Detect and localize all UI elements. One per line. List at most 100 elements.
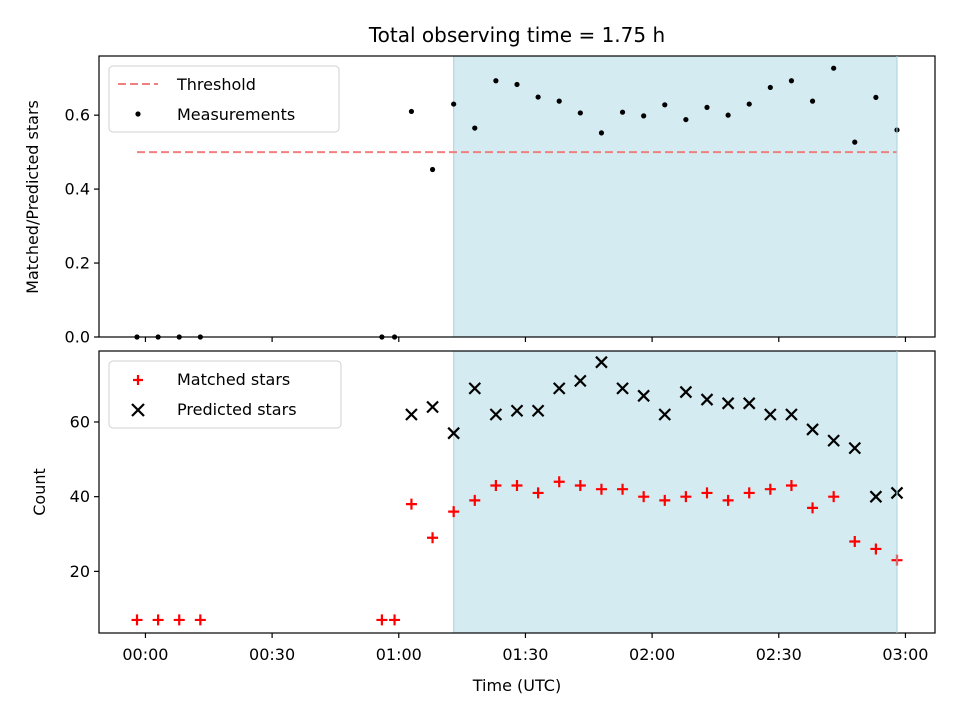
predicted-star-point [574, 374, 587, 388]
measurement-point [809, 98, 816, 104]
predicted-star-point [679, 385, 693, 399]
predicted-star-point [658, 408, 672, 421]
matched-legend-label: Matched stars [177, 370, 290, 389]
predicted-star-point [806, 423, 819, 436]
chart-title: Total observing time = 1.75 h [368, 23, 665, 47]
top-y-tick-label: 0.0 [65, 328, 90, 347]
measurement-point [451, 101, 457, 107]
bottom-panel: 20 40 60 00:00 00:30 01:00 01:30 02:00 02:30 03:… [30, 350, 936, 695]
x-tick-label: 01:00 [376, 645, 422, 664]
matched-star-point [389, 614, 401, 626]
measurement-point [472, 125, 478, 131]
predicted-star-point [848, 441, 862, 455]
matched-star-point [511, 479, 523, 491]
predicted-star-point [552, 382, 566, 395]
matched-star-point [701, 487, 713, 499]
top-y-tick-label: 0.6 [65, 106, 90, 125]
predicted-star-point [616, 382, 629, 395]
measurement-point [598, 130, 605, 136]
bottom-y-tick-label: 60 [70, 412, 90, 431]
predicted-star-point [510, 404, 524, 418]
matched-star-point [849, 535, 861, 547]
top-y-tick-label: 0.2 [65, 254, 90, 273]
measurement-point [577, 110, 583, 116]
measurement-point [493, 78, 499, 84]
predicted-star-point [869, 490, 883, 503]
x-tick-label: 03:00 [882, 645, 928, 664]
predicted-star-point [764, 408, 777, 421]
top-legend: Threshold Measurements [108, 65, 340, 133]
matched-star-point [469, 494, 481, 506]
predicted-legend-swatch [131, 403, 145, 417]
matched-legend-swatch [133, 375, 143, 385]
top-panel: 0.0 0.2 0.4 0.6 Matched/Predicted stars Thr… [23, 55, 936, 347]
measurement-point [429, 166, 436, 173]
matched-star-point [659, 494, 671, 506]
predicted-star-point [489, 408, 503, 421]
measurement-point [683, 116, 689, 123]
predicted-star-point [785, 408, 798, 421]
predicted-star-point [721, 397, 735, 410]
matched-star-point [152, 614, 164, 626]
bottom-legend: Matched stars Predicted stars [108, 360, 342, 429]
bottom-legend-box [108, 360, 342, 429]
bottom-shaded-region [453, 351, 897, 633]
bottom-y-ticks: 20 40 60 [70, 412, 99, 581]
predicted-star-point [742, 397, 756, 410]
matched-star-point [722, 494, 734, 506]
matched-star-point [376, 614, 388, 626]
x-tick-label: 00:00 [122, 645, 168, 664]
matched-star-point [574, 479, 586, 491]
measurement-point [619, 109, 626, 115]
matched-star-point [828, 491, 840, 503]
measurement-point [767, 84, 773, 91]
matched-star-point [194, 614, 206, 626]
bottom-y-axis-label: Count [30, 468, 49, 516]
matched-star-point [743, 487, 755, 499]
predicted-star-point [426, 400, 439, 414]
measurement-point [873, 94, 879, 101]
matched-star-point [490, 479, 502, 491]
matched-star-point [638, 491, 650, 503]
measurements-legend-swatch [135, 111, 141, 117]
matched-star-point [553, 476, 565, 488]
top-legend-box [108, 65, 340, 133]
predicted-star-point [447, 426, 460, 440]
top-axes-frame [98, 55, 936, 338]
bottom-axes-frame [98, 350, 936, 634]
matched-star-point [617, 483, 629, 495]
measurement-point [704, 104, 710, 110]
predicted-star-point [595, 355, 608, 369]
predicted-star-point [700, 393, 714, 406]
matched-star-point [764, 483, 776, 495]
bottom-y-tick-label: 20 [70, 562, 90, 581]
top-y-tick-label: 0.4 [65, 180, 90, 199]
measurement-point [788, 78, 795, 84]
matched-star-point [785, 479, 797, 491]
predicted-star-point [827, 434, 840, 447]
matched-star-point [448, 506, 460, 518]
measurement-point [831, 65, 837, 71]
bottom-y-tick-label: 40 [70, 487, 90, 506]
x-tick-label: 00:30 [249, 645, 295, 664]
threshold-legend-label: Threshold [176, 75, 256, 94]
x-tick-label: 02:30 [756, 645, 802, 664]
top-y-ticks: 0.0 0.2 0.4 0.6 [65, 106, 99, 347]
measurements-legend-label: Measurements [177, 105, 295, 124]
top-shaded-region [453, 56, 897, 337]
matched-star-point [595, 483, 607, 495]
matched-star-point [680, 491, 692, 503]
top-x-ticks [144, 337, 907, 342]
matched-star-point [131, 614, 143, 626]
measurement-point [556, 98, 562, 104]
matched-star-point [532, 487, 544, 499]
top-y-axis-label: Matched/Predicted stars [23, 100, 42, 294]
predicted-legend-label: Predicted stars [177, 400, 297, 419]
measurement-point [662, 102, 668, 108]
x-tick-label: 01:30 [502, 645, 548, 664]
measurement-point [746, 101, 752, 107]
measurement-point [852, 139, 858, 145]
x-axis-label: Time (UTC) [472, 676, 561, 695]
measurement-point [514, 81, 520, 88]
